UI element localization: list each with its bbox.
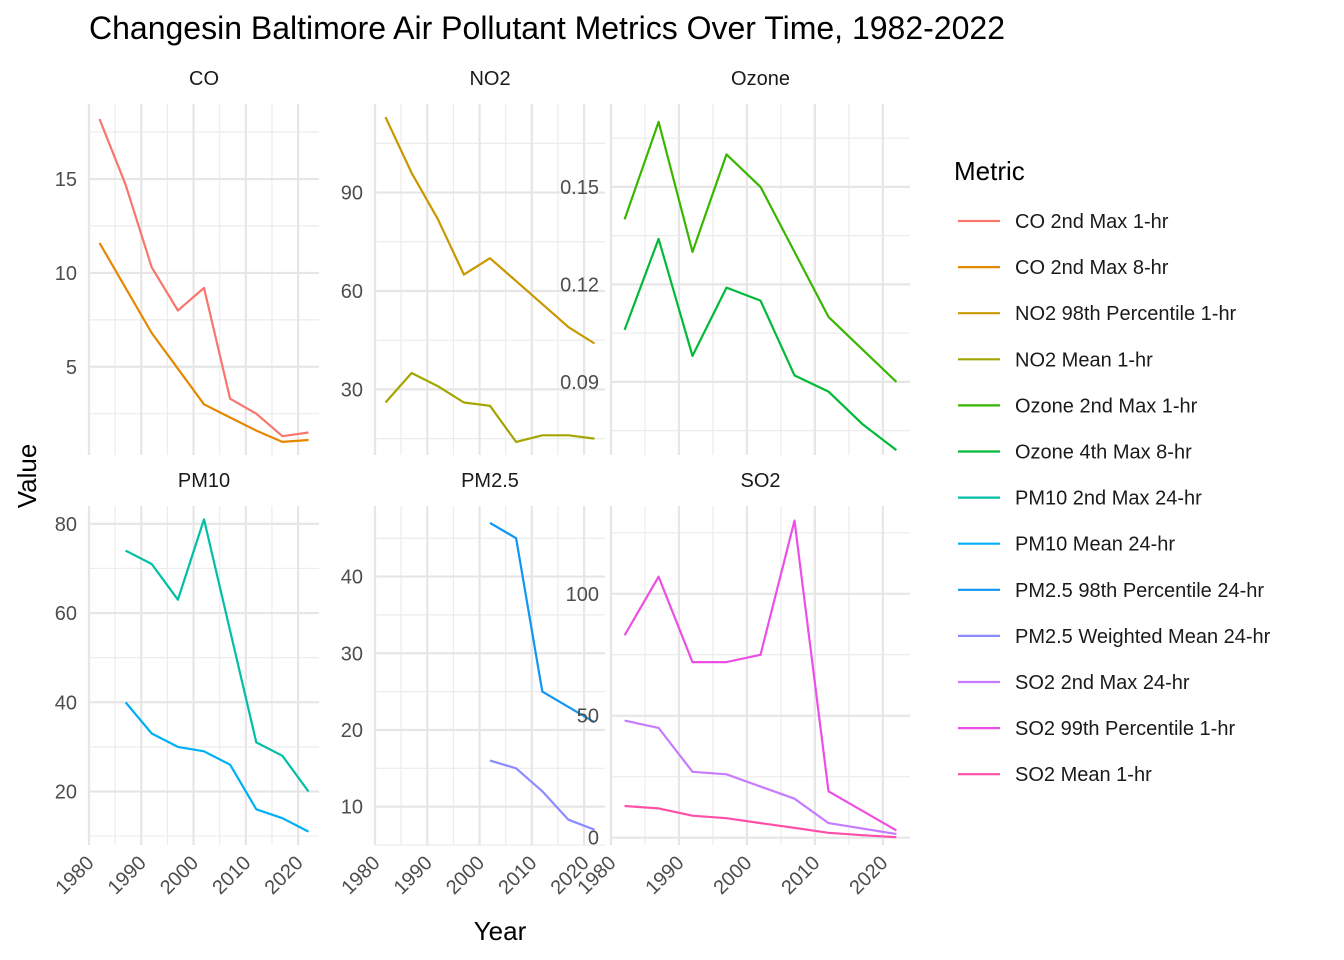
y-tick-label: 15 bbox=[55, 169, 77, 191]
series-line-co-2nd-max-1-hr bbox=[98, 118, 309, 438]
series-line-pm2-5-weighted-mean-24-hr bbox=[489, 759, 595, 831]
legend-items: CO 2nd Max 1-hr CO 2nd Max 8-hr NO2 98th P… bbox=[958, 211, 1271, 786]
legend-label: Ozone 4th Max 8-hr bbox=[1015, 442, 1192, 464]
y-axis-title: Value bbox=[12, 444, 42, 509]
x-tick-label: 1980 bbox=[338, 852, 385, 899]
legend-item: PM2.5 Weighted Mean 24-hr bbox=[958, 626, 1271, 648]
legend-item: PM10 2nd Max 24-hr bbox=[958, 488, 1202, 510]
x-tick-label: 2010 bbox=[777, 852, 824, 899]
panel-strip-label: Ozone bbox=[731, 68, 790, 90]
panel-strip-label: SO2 bbox=[740, 470, 780, 492]
panel-no2: NO2 30 60 90 bbox=[341, 68, 605, 455]
y-tick-label: 40 bbox=[341, 567, 363, 589]
legend-label: SO2 99th Percentile 1-hr bbox=[1015, 718, 1235, 740]
x-tick-label: 2000 bbox=[156, 852, 203, 899]
panel-co: CO 5 10 15 bbox=[55, 68, 319, 455]
legend-label: PM2.5 Weighted Mean 24-hr bbox=[1015, 626, 1271, 648]
y-tick-label: 40 bbox=[55, 692, 77, 714]
series-line-pm2-5-98th-percentile-24-hr bbox=[489, 521, 596, 724]
legend-item: PM10 Mean 24-hr bbox=[958, 534, 1175, 556]
x-tick-label: 2000 bbox=[442, 852, 489, 899]
legend-title: Metric bbox=[954, 156, 1025, 186]
y-tick-label: 50 bbox=[577, 706, 599, 728]
legend-item: SO2 2nd Max 24-hr bbox=[958, 672, 1190, 694]
series-line-so2-2nd-max-24-hr bbox=[624, 719, 897, 836]
x-tick-label: 2000 bbox=[709, 852, 756, 899]
panel-ozone: Ozone 0.09 0.12 0.15 bbox=[560, 68, 910, 455]
legend-item: SO2 99th Percentile 1-hr bbox=[958, 718, 1235, 740]
legend-label: NO2 98th Percentile 1-hr bbox=[1015, 303, 1237, 325]
panel-strip-label: PM10 bbox=[178, 470, 230, 492]
legend-label: SO2 Mean 1-hr bbox=[1015, 764, 1152, 786]
legend-label: CO 2nd Max 8-hr bbox=[1015, 257, 1169, 279]
legend-item: NO2 Mean 1-hr bbox=[958, 349, 1153, 371]
x-tick-label: 1990 bbox=[104, 852, 151, 899]
legend-item: SO2 Mean 1-hr bbox=[958, 764, 1152, 786]
series-line-so2-mean-1-hr bbox=[624, 804, 897, 839]
y-tick-label: 0.12 bbox=[560, 274, 599, 296]
x-tick-label: 1990 bbox=[641, 852, 688, 899]
x-tick-label: 1980 bbox=[52, 852, 99, 899]
y-tick-label: 20 bbox=[341, 720, 363, 742]
y-tick-label: 0 bbox=[588, 828, 599, 850]
series-line-ozone-4th-max-8-hr bbox=[623, 237, 898, 451]
y-tick-label: 90 bbox=[341, 183, 363, 205]
y-tick-label: 20 bbox=[55, 781, 77, 803]
y-tick-label: 60 bbox=[341, 281, 363, 303]
y-tick-label: 30 bbox=[341, 379, 363, 401]
chart-title: Changesin Baltimore Air Pollutant Metric… bbox=[89, 10, 1005, 46]
legend-label: CO 2nd Max 1-hr bbox=[1015, 211, 1169, 233]
panel-strip-label: NO2 bbox=[469, 68, 510, 90]
x-axis-title: Year bbox=[474, 916, 527, 946]
y-tick-label: 10 bbox=[341, 797, 363, 819]
x-tick-label: 1990 bbox=[390, 852, 437, 899]
legend-item: NO2 98th Percentile 1-hr bbox=[958, 303, 1237, 325]
panel-strip-label: PM2.5 bbox=[461, 470, 519, 492]
legend-label: SO2 2nd Max 24-hr bbox=[1015, 672, 1190, 694]
facet-panels: CO 5 10 15 NO2 30 60 90 Ozone 0.09 0.12 0.15 PM10 20 4… bbox=[52, 68, 910, 899]
legend-label: NO2 Mean 1-hr bbox=[1015, 349, 1153, 371]
x-tick-label: 2020 bbox=[845, 852, 892, 899]
panel-strip-label: CO bbox=[189, 68, 219, 90]
x-tick-label: 2010 bbox=[208, 852, 255, 899]
legend-item: CO 2nd Max 1-hr bbox=[958, 211, 1169, 233]
series-line-pm10-2nd-max-24-hr bbox=[125, 518, 310, 793]
legend-label: PM10 Mean 24-hr bbox=[1015, 534, 1175, 556]
y-tick-label: 0.15 bbox=[560, 177, 599, 199]
legend-item: CO 2nd Max 8-hr bbox=[958, 257, 1169, 279]
y-tick-label: 0.09 bbox=[560, 372, 599, 394]
series-line-pm10-mean-24-hr bbox=[124, 701, 310, 833]
y-tick-label: 100 bbox=[566, 584, 599, 606]
y-tick-label: 80 bbox=[55, 514, 77, 536]
x-tick-label: 2020 bbox=[261, 852, 308, 899]
series-line-no2-mean-1-hr bbox=[384, 371, 595, 443]
legend: Metric CO 2nd Max 1-hr CO 2nd Max 8-hr NO2… bbox=[954, 156, 1271, 786]
legend-item: Ozone 4th Max 8-hr bbox=[958, 442, 1192, 464]
legend-label: PM2.5 98th Percentile 24-hr bbox=[1015, 580, 1264, 602]
legend-item: PM2.5 98th Percentile 24-hr bbox=[958, 580, 1264, 602]
legend-label: PM10 2nd Max 24-hr bbox=[1015, 488, 1202, 510]
panel-pm10: PM10 20 40 60 80 1980 1990 2000 2010 2020 bbox=[52, 470, 319, 899]
y-tick-label: 60 bbox=[55, 603, 77, 625]
series-line-co-2nd-max-8-hr bbox=[98, 242, 309, 443]
y-tick-label: 5 bbox=[66, 357, 77, 379]
legend-label: Ozone 2nd Max 1-hr bbox=[1015, 395, 1198, 417]
x-tick-label: 2010 bbox=[494, 852, 541, 899]
series-line-so2-99th-percentile-1-hr bbox=[623, 519, 897, 832]
legend-item: Ozone 2nd Max 1-hr bbox=[958, 395, 1198, 417]
series-line-ozone-2nd-max-1-hr bbox=[623, 120, 898, 383]
series-line-no2-98th-percentile-1-hr bbox=[384, 116, 596, 345]
y-tick-label: 10 bbox=[55, 263, 77, 285]
y-tick-label: 30 bbox=[341, 643, 363, 665]
